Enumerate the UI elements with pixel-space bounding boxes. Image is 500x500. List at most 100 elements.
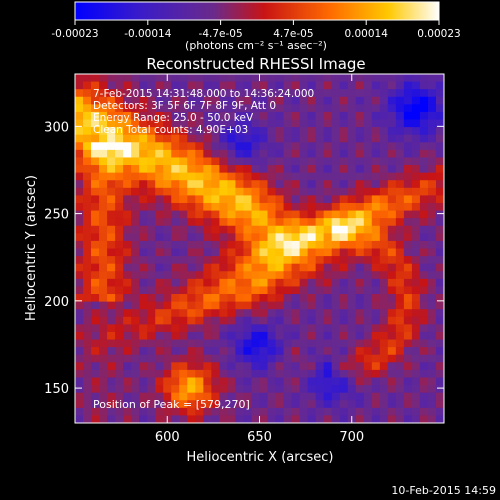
heatmap-cell: [155, 96, 164, 105]
heatmap-cell: [275, 172, 285, 181]
heatmap-cell: [355, 127, 365, 136]
heatmap-cell: [299, 233, 309, 242]
heatmap-cell: [419, 172, 429, 181]
heatmap-cell: [235, 301, 245, 310]
heatmap-cell: [419, 233, 429, 242]
heatmap-cell: [363, 202, 373, 212]
heatmap-cell: [235, 369, 245, 379]
heatmap-cell: [107, 210, 116, 219]
heatmap-cell: [171, 331, 180, 341]
heatmap-cell: [75, 210, 84, 219]
heatmap-cell: [219, 385, 229, 394]
heatmap-cell: [91, 309, 100, 318]
heatmap-cell: [91, 149, 100, 159]
heatmap-cell: [219, 157, 229, 166]
heatmap-cell: [363, 271, 373, 280]
heatmap-cell: [243, 392, 253, 401]
heatmap-cell: [331, 165, 341, 174]
heatmap-cell: [179, 263, 188, 272]
heatmap-cell: [107, 407, 116, 417]
heatmap-cell: [403, 210, 413, 219]
heatmap-cell: [155, 165, 164, 174]
heatmap-cell: [379, 81, 389, 90]
heatmap-cell: [419, 202, 429, 212]
heatmap-cell: [275, 400, 285, 409]
heatmap-cell: [179, 104, 188, 113]
heatmap-cell: [379, 324, 389, 333]
heatmap-cell: [355, 218, 365, 227]
heatmap-cell: [115, 225, 124, 234]
heatmap-cell: [387, 74, 397, 83]
heatmap-cell: [355, 324, 365, 333]
heatmap-cell: [123, 369, 132, 379]
heatmap-cell: [107, 195, 116, 204]
heatmap-cell: [251, 415, 261, 423]
heatmap-cell: [171, 134, 180, 143]
heatmap-cell: [315, 172, 325, 181]
heatmap-cell: [355, 225, 365, 234]
heatmap-cell: [235, 165, 245, 174]
heatmap-cell: [179, 172, 188, 181]
heatmap-cell: [267, 248, 277, 257]
heatmap-cell: [283, 271, 293, 280]
heatmap-cell: [267, 202, 277, 212]
heatmap-cell: [347, 369, 357, 379]
heatmap-cell: [155, 225, 164, 234]
heatmap-cell: [339, 369, 349, 379]
heatmap-cell: [179, 225, 188, 234]
heatmap-cell: [379, 104, 389, 113]
heatmap-cell: [379, 111, 389, 121]
heatmap-cell: [427, 180, 437, 189]
heatmap-cell: [339, 142, 349, 151]
heatmap-cell: [235, 187, 245, 196]
heatmap-cell: [395, 309, 405, 318]
heatmap-cell: [331, 127, 341, 136]
heatmap-cell: [291, 104, 301, 113]
heatmap-cell: [379, 278, 389, 288]
heatmap-cell: [347, 271, 357, 280]
heatmap-cell: [75, 324, 84, 333]
heatmap-cell: [107, 286, 116, 295]
heatmap-cell: [243, 354, 253, 363]
heatmap-cell: [171, 271, 180, 280]
heatmap-cell: [387, 81, 397, 90]
heatmap-cell: [99, 400, 108, 409]
heatmap-cell: [155, 187, 164, 196]
heatmap-cell: [203, 111, 212, 121]
heatmap-cell: [139, 301, 148, 310]
heatmap-cell: [259, 256, 269, 265]
heatmap-cell: [395, 195, 405, 204]
heatmap-cell: [235, 149, 245, 159]
heatmap-cell: [91, 74, 100, 83]
heatmap-cell: [91, 415, 100, 423]
heatmap-cell: [179, 407, 188, 417]
heatmap-cell: [171, 104, 180, 113]
heatmap-cell: [211, 407, 220, 417]
heatmap-cell: [347, 377, 357, 386]
heatmap-cell: [139, 263, 148, 272]
heatmap-cell: [179, 165, 188, 174]
heatmap-cell: [75, 165, 84, 174]
heatmap-cell: [259, 233, 269, 242]
heatmap-cell: [355, 149, 365, 159]
heatmap-cell: [83, 309, 92, 318]
heatmap-cell: [427, 354, 437, 363]
heatmap-cell: [315, 119, 325, 128]
heatmap-cell: [283, 240, 293, 250]
heatmap-cell: [267, 377, 277, 386]
heatmap-cell: [115, 316, 124, 325]
heatmap-cell: [371, 202, 381, 212]
colorbar-tick-label: 0.00023: [417, 28, 460, 40]
heatmap-cell: [131, 256, 140, 265]
heatmap-cell: [331, 134, 341, 143]
heatmap-cell: [323, 324, 333, 333]
heatmap-cell: [123, 286, 132, 295]
heatmap-cell: [299, 369, 309, 379]
heatmap-cell: [203, 187, 212, 196]
heatmap-cell: [155, 240, 164, 250]
heatmap-cell: [139, 278, 148, 288]
heatmap-cell: [267, 89, 277, 98]
heatmap-cell: [99, 362, 108, 371]
heatmap-cell: [259, 407, 269, 417]
heatmap-cell: [219, 400, 229, 409]
